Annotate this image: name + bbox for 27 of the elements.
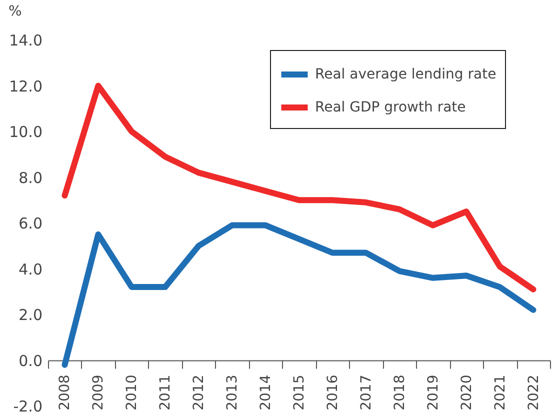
x-tick-label: 2019 [425,374,442,410]
legend-label: Real average lending rate [315,66,496,82]
y-tick-label: 10.0 [9,123,42,141]
x-tick-label: 2012 [191,374,208,410]
x-tick-label: 2014 [258,374,274,410]
x-tick-label: 2022 [526,374,542,410]
y-tick-label: 12.0 [9,77,42,96]
x-tick-label: 2021 [492,374,508,410]
x-tick-label: 2015 [292,374,308,410]
x-tick-label: 2017 [358,374,374,410]
x-tick-label: 2008 [57,374,74,410]
y-axis-title: % [8,4,22,20]
x-tick-label: 2011 [158,374,174,410]
y-tick-label: 0.0 [18,352,42,370]
x-tick-label: 2010 [124,374,140,410]
x-tick-label: 2020 [458,374,475,410]
y-tick-label: 2.0 [18,306,42,324]
y-tick-label: 4.0 [18,260,42,278]
x-tick-label: 2013 [224,374,241,410]
legend-label: Real GDP growth rate [315,100,466,116]
x-tick-label: 2009 [90,374,107,410]
x-tick-label: 2016 [324,374,341,410]
y-tick-label: 8.0 [18,168,42,187]
y-tick-label: 6.0 [18,214,42,232]
x-tick-label: 2018 [392,374,408,410]
y-tick-label: -2.0 [13,398,42,416]
y-tick-label: 14.0 [9,32,42,50]
